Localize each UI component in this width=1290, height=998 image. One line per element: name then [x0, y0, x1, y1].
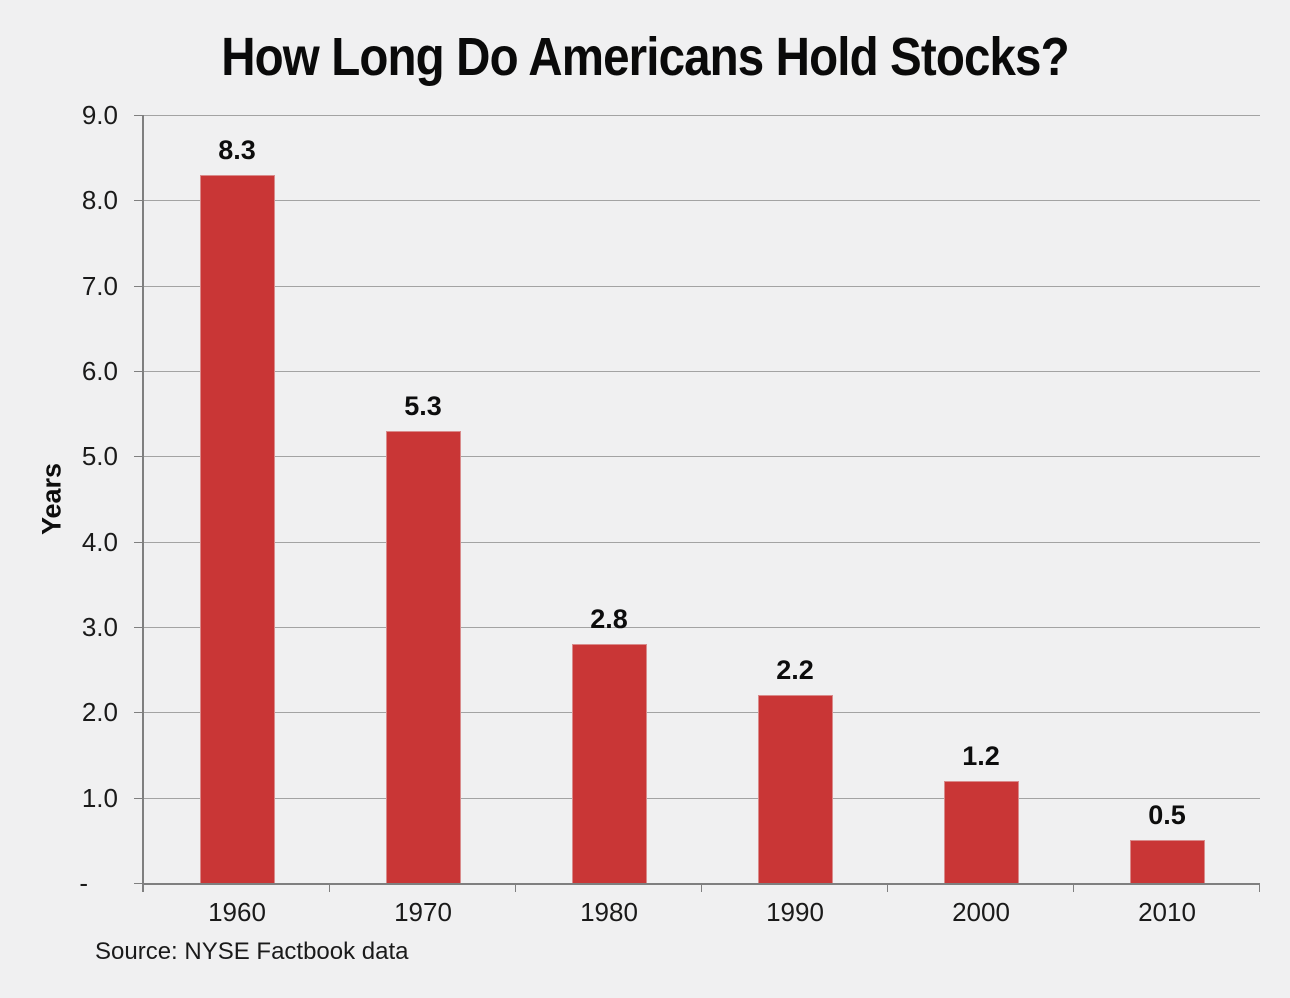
- source-note: Source: NYSE Factbook data: [95, 938, 409, 965]
- bar: [757, 695, 833, 883]
- plot-area: 9.0 8.0 7.0 6.0 5.0 4.0 3.0 2.0 1.0 - 8.3 1960 5.3 19…: [79, 102, 1260, 925]
- y-tick-label: -: [79, 868, 88, 898]
- x-tick: [701, 883, 702, 892]
- bar-value-label: 8.3: [218, 134, 256, 165]
- bar-value-label: 2.8: [590, 604, 628, 635]
- x-tick: [1259, 883, 1260, 892]
- x-tick: [1073, 883, 1074, 892]
- x-tick: [887, 883, 888, 892]
- y-tick: [134, 712, 144, 714]
- y-tick: [134, 200, 144, 202]
- y-tick: [134, 371, 144, 372]
- y-tick: [134, 797, 144, 799]
- x-axis-label: 2010: [1138, 897, 1196, 927]
- y-axis-title: Years: [36, 462, 67, 536]
- x-axis-label: 2000: [952, 897, 1010, 927]
- y-tick: [134, 883, 144, 884]
- y-tick: [134, 115, 144, 116]
- y-tick: [134, 456, 144, 458]
- y-tick: [134, 627, 144, 628]
- gridline: [144, 371, 1260, 372]
- bar: [385, 430, 461, 883]
- gridline: [144, 456, 1260, 458]
- y-tick-label: 7.0: [81, 270, 118, 301]
- x-tick: [329, 883, 330, 892]
- gridline: [144, 115, 1260, 116]
- gridline: [144, 627, 1260, 628]
- bar: [1129, 840, 1205, 883]
- bar-value-label: 0.5: [1148, 800, 1186, 831]
- y-tick: [134, 541, 144, 543]
- y-tick-label: 4.0: [81, 526, 118, 557]
- bar-value-label: 1.2: [962, 740, 1000, 771]
- bar: [199, 174, 275, 883]
- x-axis-label: 1980: [580, 897, 638, 927]
- gridline: [144, 797, 1260, 799]
- x-axis-label: 1990: [766, 897, 824, 927]
- bar-value-label: 2.2: [776, 655, 814, 686]
- y-tick-label: 6.0: [81, 356, 118, 386]
- x-axis-label: 1960: [208, 897, 266, 927]
- y-tick-label: 2.0: [81, 697, 118, 728]
- y-tick-label: 3.0: [81, 612, 118, 642]
- bar: [571, 644, 647, 883]
- gridline: [144, 285, 1260, 287]
- x-tick: [515, 883, 516, 892]
- y-axis-line: [142, 115, 144, 892]
- gridline: [144, 712, 1260, 714]
- y-tick-label: 1.0: [81, 782, 118, 813]
- y-tick-label: 5.0: [81, 441, 118, 472]
- gridline: [144, 200, 1260, 202]
- chart-title: How Long Do Americans Hold Stocks?: [221, 27, 1069, 87]
- x-axis-label: 1970: [394, 897, 452, 927]
- bar: [943, 780, 1019, 883]
- gridline: [144, 541, 1260, 543]
- y-tick-label: 9.0: [81, 100, 118, 130]
- y-tick: [134, 285, 144, 287]
- bar-value-label: 5.3: [404, 390, 442, 421]
- y-tick-label: 8.0: [81, 185, 118, 216]
